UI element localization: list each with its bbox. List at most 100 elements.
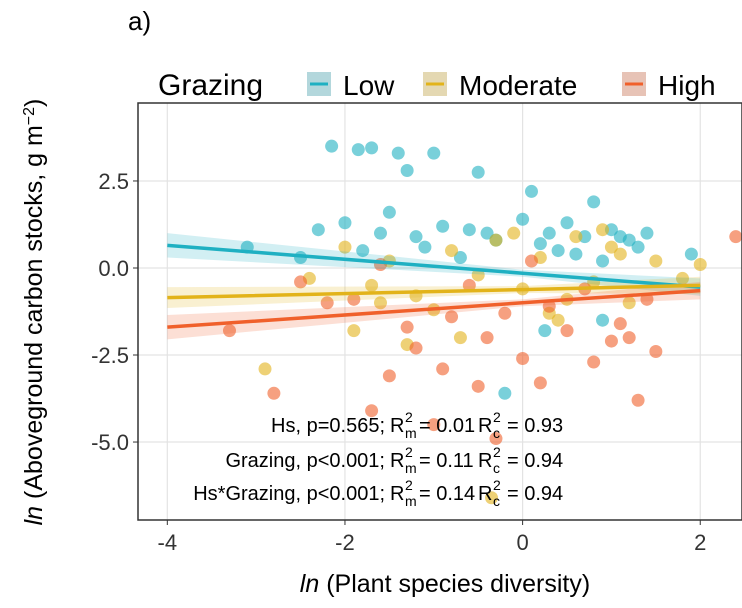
legend-label: Moderate (459, 70, 577, 101)
point (560, 216, 574, 230)
y-label-sup: −2 (21, 107, 38, 125)
point (649, 345, 663, 359)
point (507, 226, 521, 240)
fit-line (167, 283, 701, 300)
point (400, 320, 414, 334)
point (622, 331, 636, 345)
point (587, 195, 601, 209)
stat-base: R (478, 483, 492, 505)
point (533, 237, 547, 251)
stat-sup: 2 (493, 477, 501, 493)
point (569, 247, 583, 261)
point (729, 230, 742, 244)
stat-sub: c (493, 425, 500, 441)
point (400, 164, 414, 178)
point (613, 247, 627, 261)
y-tick-label: -2.5 (91, 343, 129, 368)
stat-value: = 0.94 (507, 450, 563, 472)
point (622, 296, 636, 310)
point (640, 226, 654, 240)
point (480, 226, 494, 240)
point (489, 432, 503, 446)
point (325, 139, 339, 153)
point (524, 254, 538, 268)
point (338, 216, 352, 230)
point (373, 296, 387, 310)
point (356, 244, 370, 258)
annotation-term: Grazing, p<0.001; (225, 450, 385, 472)
point (538, 324, 552, 338)
point (587, 355, 601, 369)
point (418, 240, 432, 254)
panel-label: a) (128, 6, 151, 36)
point (222, 324, 236, 338)
x-axis-label: ln (Plant species diversity) (300, 570, 590, 598)
point (445, 244, 459, 258)
point (489, 233, 503, 247)
point (471, 379, 485, 393)
stat-value: = 0.14 (419, 483, 475, 505)
point (365, 141, 379, 155)
stat-base: R (390, 450, 404, 472)
stat-sub: c (493, 460, 500, 476)
point (338, 240, 352, 254)
point (596, 313, 610, 327)
point (569, 230, 583, 244)
fit-line (167, 288, 701, 329)
y-label-text: (Aboveground carbon stocks, g m (20, 125, 48, 506)
y-tick-label: 2.5 (98, 169, 129, 194)
point (684, 247, 698, 261)
point (258, 362, 272, 376)
stat-sup: 2 (493, 444, 501, 460)
point (382, 205, 396, 219)
point (453, 331, 467, 345)
stat-sup: 2 (493, 409, 501, 425)
x-tick-label: 2 (694, 530, 706, 555)
stat-sup: 2 (405, 477, 413, 493)
point (391, 146, 405, 160)
point (551, 244, 565, 258)
stat-sup: 2 (405, 444, 413, 460)
plot-border (137, 102, 742, 521)
point (409, 341, 423, 355)
stat-value: = 0.93 (507, 415, 563, 437)
point (649, 254, 663, 268)
point (480, 331, 494, 345)
point (485, 491, 499, 505)
point (542, 299, 556, 313)
stat-value: = 0.11 (419, 450, 474, 472)
x-tick-label: 0 (516, 530, 528, 555)
point (436, 219, 450, 233)
point (427, 418, 441, 432)
point (604, 223, 618, 237)
point (471, 165, 485, 179)
point (409, 230, 423, 244)
legend-label: High (658, 70, 716, 101)
point (551, 313, 565, 327)
point (311, 223, 325, 237)
legend-label: Low (343, 70, 395, 101)
annotation-term: Hs, p=0.565; (271, 415, 385, 437)
point (347, 324, 361, 338)
point (516, 351, 530, 365)
point (675, 271, 689, 285)
fit-line (167, 243, 701, 289)
point (604, 334, 618, 348)
stat-value: = 0.94 (507, 483, 563, 505)
point (631, 240, 645, 254)
stat-base: R (390, 415, 404, 437)
point (347, 292, 361, 306)
annotation-term: Hs*Grazing, p<0.001; (193, 483, 385, 505)
stat-value: = 0.01 (419, 415, 475, 437)
point (294, 275, 308, 289)
stat-sup: 2 (405, 409, 413, 425)
stat-sub: m (405, 460, 417, 476)
point (462, 223, 476, 237)
stat-base: R (390, 483, 404, 505)
point (365, 404, 379, 418)
point (533, 376, 547, 390)
x-label-text: (Plant species diversity) (319, 570, 590, 598)
point (373, 226, 387, 240)
point (604, 240, 618, 254)
y-axis-label: ln (Aboveground carbon stocks, g m−2) (20, 99, 48, 526)
